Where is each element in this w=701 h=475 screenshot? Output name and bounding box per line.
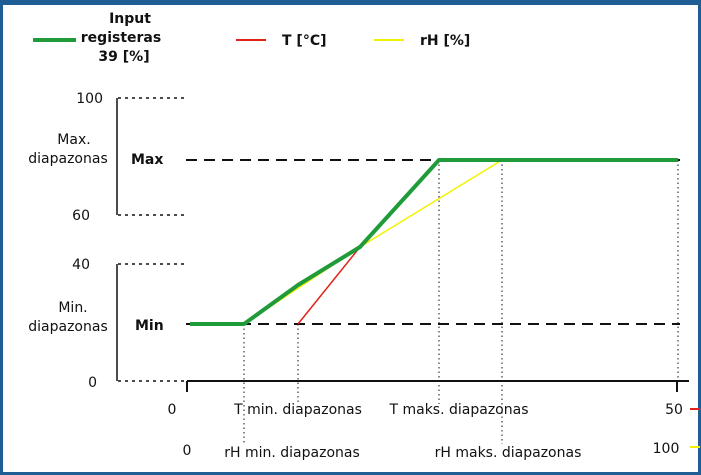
x-t-end-label: 50 [665, 402, 683, 418]
min-range-label-line2: diapazonas [28, 319, 107, 335]
y-tick-0: 0 [88, 375, 97, 391]
y-tick-100: 100 [76, 91, 103, 107]
legend-input-line3: 39 [%] [98, 49, 149, 65]
legend-input-line2: registeras [81, 30, 161, 46]
x-t-start-label: 0 [168, 402, 177, 418]
x-rh-max-label: rH maks. diapazonas [435, 445, 582, 461]
min-range-label-line1: Min. [58, 300, 87, 316]
max-range-label-line1: Max. [57, 132, 90, 148]
x-rh-end-label: 100 [653, 441, 680, 457]
min-level-label: Min [135, 318, 164, 334]
input-register-curve [190, 158, 678, 326]
x-rh-start-label: 0 [183, 443, 192, 459]
x-t-min-label: T min. diapazonas [233, 402, 362, 418]
max-range-label-line2: diapazonas [28, 151, 107, 167]
legend-input-line1: Input [109, 11, 151, 27]
y-tick-60: 60 [72, 208, 90, 224]
x-rh-min-label: rH min. diapazonas [224, 445, 360, 461]
y-tick-40: 40 [72, 257, 90, 273]
max-level-label: Max [131, 152, 163, 168]
legend-humidity-label: rH [%] [420, 33, 470, 49]
humidity-curve [243, 159, 503, 325]
legend-temperature-label: T [°C] [282, 33, 327, 49]
x-t-max-label: T maks. diapazonas [388, 402, 528, 418]
